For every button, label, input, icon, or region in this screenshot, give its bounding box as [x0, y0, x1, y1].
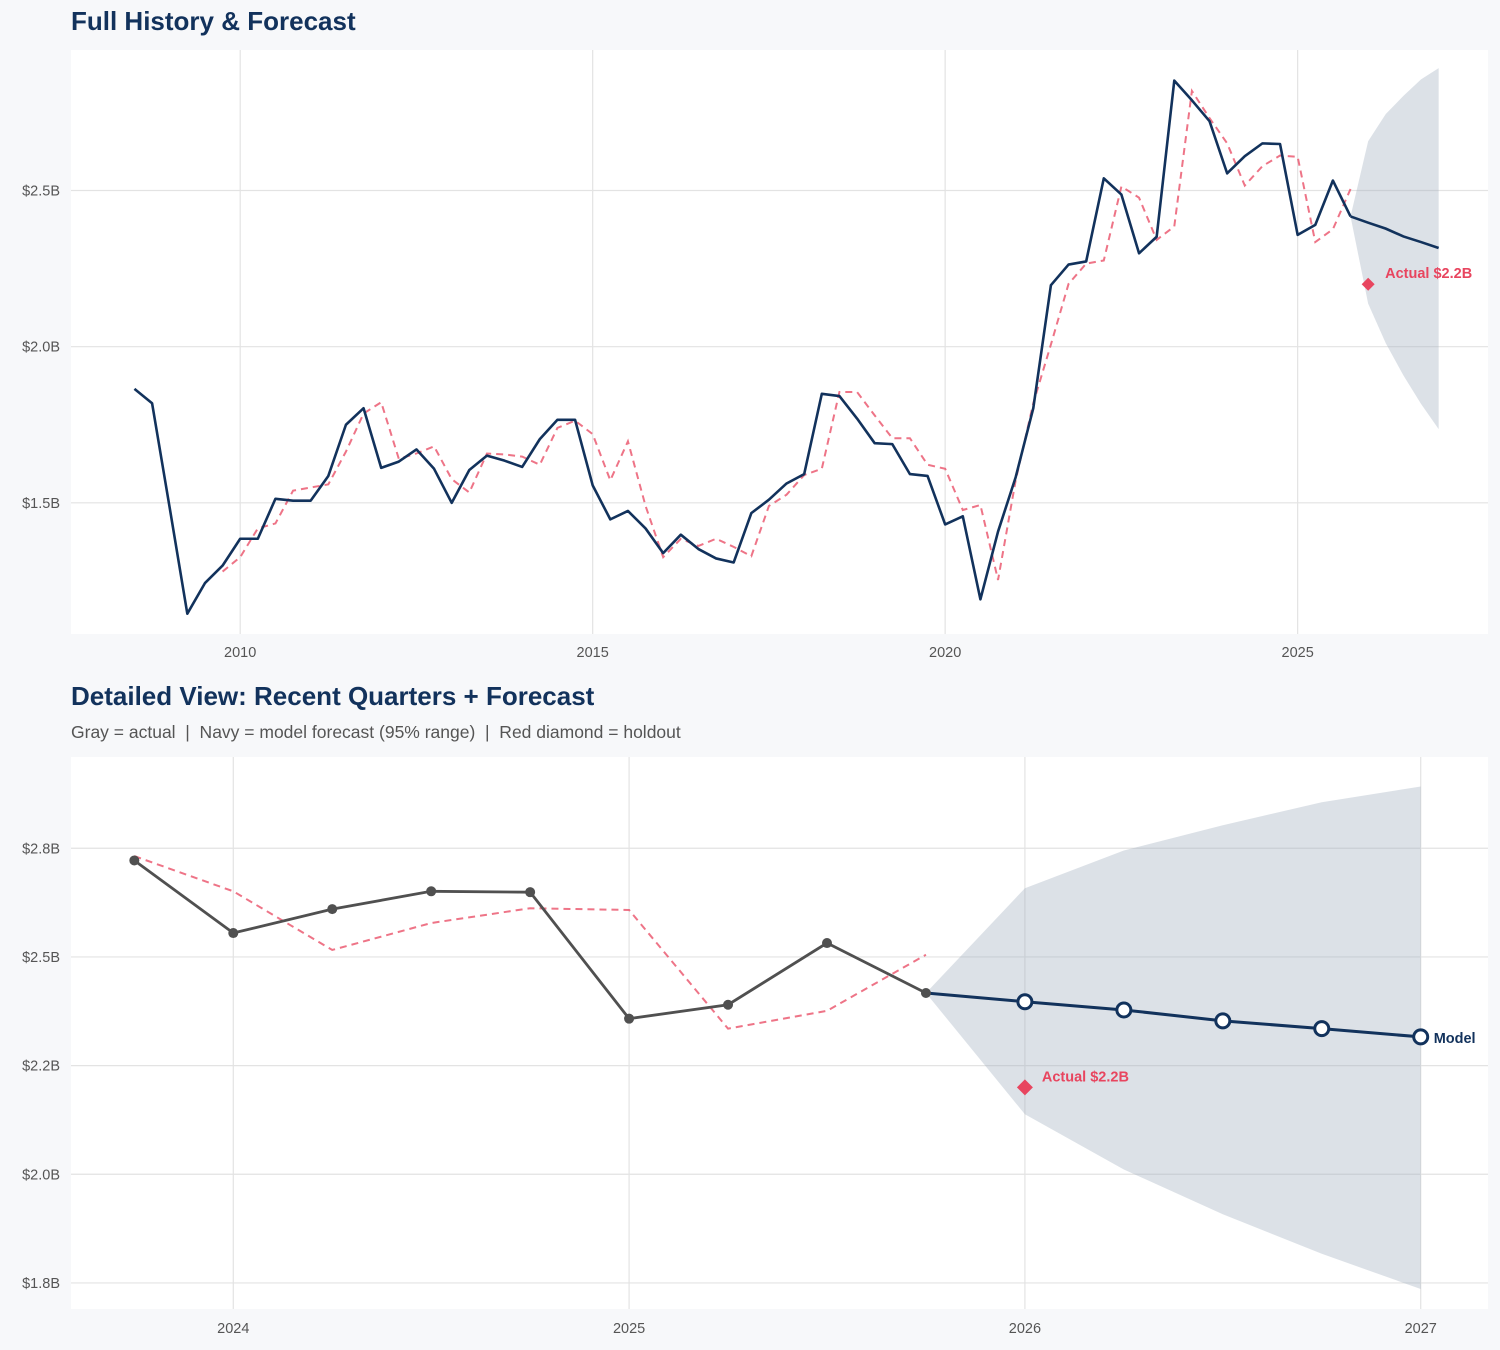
- actual-point: [525, 887, 536, 898]
- y-tick-label: $2.5B: [22, 950, 60, 966]
- actual-point: [426, 886, 437, 897]
- holdout-label: Actual $2.2B: [1042, 1069, 1129, 1085]
- actual-point: [920, 988, 931, 999]
- chart-title-detailed-view: Detailed View: Recent Quarters + Forecas…: [71, 681, 595, 711]
- x-tick-label: 2020: [929, 645, 961, 661]
- x-tick-label: 2025: [1282, 645, 1314, 661]
- forecast-point: [1115, 1001, 1133, 1019]
- actual-point: [228, 928, 239, 939]
- actual-point: [327, 904, 338, 915]
- forecast-95-band: [1350, 68, 1439, 430]
- y-tick-label: $2.0B: [22, 340, 60, 356]
- forecast-95-band: [925, 786, 1421, 1290]
- holdout-diamond: [1361, 277, 1375, 291]
- actual-line: [133, 79, 1352, 616]
- x-tick-label: 2025: [613, 1321, 645, 1337]
- plot-area: [71, 757, 1488, 1309]
- forecast-line: [1350, 215, 1440, 250]
- chart-panel-1: $2.8B $2.5B $2.2B $2.0B $1.8B 2024 2025 2026 202…: [22, 757, 1488, 1337]
- y-tick-label: $2.0B: [22, 1167, 60, 1183]
- y-tick-label: $1.5B: [22, 496, 60, 512]
- actual-point: [129, 855, 140, 866]
- y-tick-label: $2.8B: [22, 841, 60, 857]
- y-tick-label: $2.5B: [22, 184, 60, 200]
- actual-point: [723, 999, 734, 1010]
- fitted-line: [133, 855, 927, 1030]
- chart-subtitle-detailed-view: Gray = actual | Navy = model forecast (9…: [71, 722, 681, 742]
- holdout-diamond: [1016, 1079, 1033, 1096]
- y-tick-label: $2.2B: [22, 1059, 60, 1075]
- forecast-point: [1313, 1020, 1331, 1038]
- y-tick-label: $1.8B: [22, 1276, 60, 1292]
- actual-point: [624, 1013, 635, 1024]
- forecast-model-label: Model: [1434, 1031, 1476, 1047]
- x-tick-label: 2010: [224, 645, 256, 661]
- x-tick-label: 2027: [1405, 1321, 1437, 1337]
- forecast-point: [1214, 1012, 1232, 1030]
- forecast-point: [1016, 993, 1034, 1011]
- actual-point: [821, 938, 832, 949]
- chart-title-full-history: Full History & Forecast: [71, 6, 356, 36]
- forecast-line: [925, 991, 1421, 1039]
- holdout-label: Actual $2.2B: [1385, 266, 1472, 282]
- x-tick-label: 2024: [217, 1321, 249, 1337]
- fitted-line: [221, 88, 1352, 581]
- forecast-point: [1412, 1028, 1430, 1046]
- x-tick-label: 2026: [1009, 1321, 1041, 1337]
- chart-panel-0: $1.5B $2.0B $2.5B 2010 2015 2020 2025 Actual $2…: [22, 50, 1488, 661]
- x-tick-label: 2015: [577, 645, 609, 661]
- plot-area: [71, 50, 1488, 634]
